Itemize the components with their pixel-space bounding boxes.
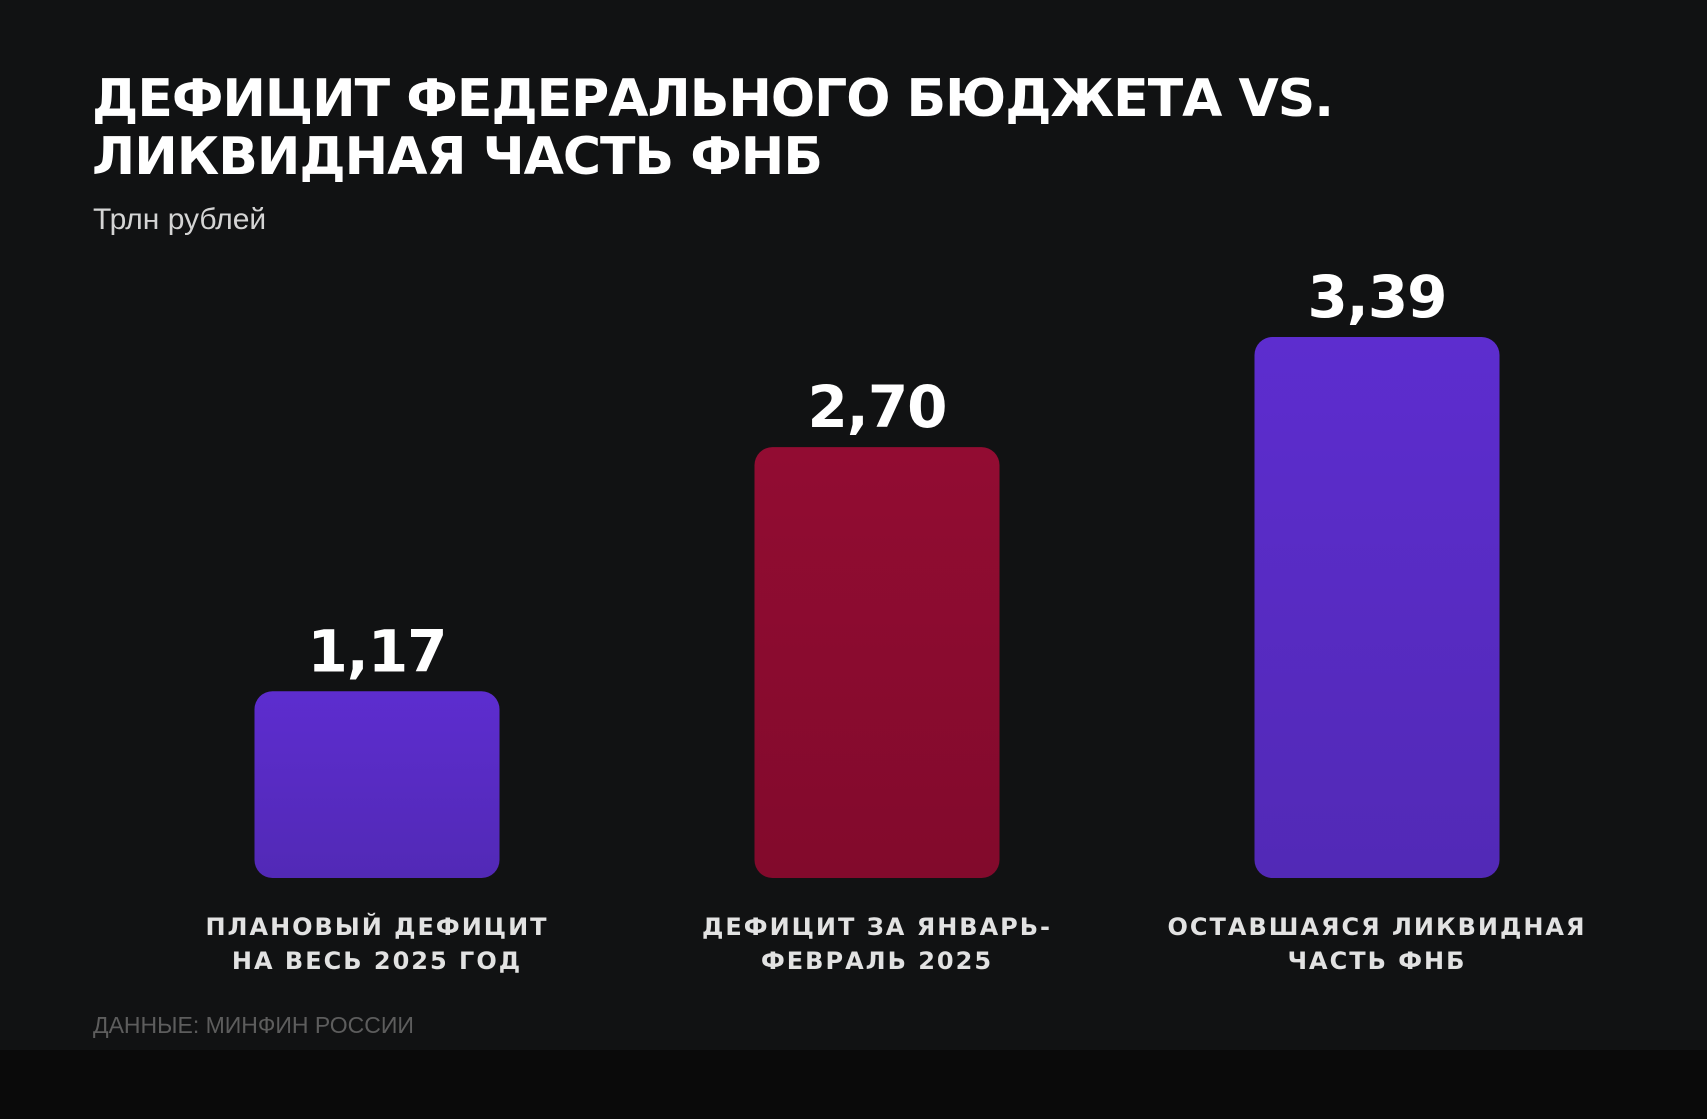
bar-3 xyxy=(1254,337,1500,878)
category-label-2-line-1: ДЕФИЦИТ ЗА ЯНВАРЬ- xyxy=(702,913,1052,941)
bar-2 xyxy=(754,447,1000,878)
value-label-3: 3,39 xyxy=(1307,263,1446,331)
category-label-3-line-1: ОСТАВШАЯСЯ ЛИКВИДНАЯ xyxy=(1168,913,1587,941)
value-label-1: 1,17 xyxy=(307,617,446,685)
bar-1 xyxy=(254,691,500,878)
chart-title-line-2: ЛИКВИДНАЯ ЧАСТЬ ФНБ xyxy=(92,127,823,187)
category-label-3-line-2: ЧАСТЬ ФНБ xyxy=(1288,947,1467,975)
bar-chart: 1,17 ПЛАНОВЫЙ ДЕФИЦИТ НА ВЕСЬ 2025 ГОД 2,70… xyxy=(205,263,1587,975)
bars-layer: 1,17 ПЛАНОВЫЙ ДЕФИЦИТ НА ВЕСЬ 2025 ГОД 2,70… xyxy=(205,263,1587,975)
category-label-1-line-1: ПЛАНОВЫЙ ДЕФИЦИТ xyxy=(205,912,548,941)
chart-title: ДЕФИЦИТ ФЕДЕРАЛЬНОГО БЮДЖЕТА VS. ЛИКВИДН… xyxy=(92,69,1334,187)
data-source: ДАННЫЕ: МИНФИН РОССИИ xyxy=(93,1012,414,1038)
category-label-1-line-2: НА ВЕСЬ 2025 ГОД xyxy=(232,947,522,975)
chart-title-line-1: ДЕФИЦИТ ФЕДЕРАЛЬНОГО БЮДЖЕТА VS. xyxy=(92,69,1334,129)
category-label-2-line-2: ФЕВРАЛЬ 2025 xyxy=(761,947,993,975)
chart-subtitle: Трлн рублей xyxy=(93,203,267,236)
value-label-2: 2,70 xyxy=(807,373,946,441)
chart-card: ДЕФИЦИТ ФЕДЕРАЛЬНОГО БЮДЖЕТА VS. ЛИКВИДН… xyxy=(92,69,1587,1038)
